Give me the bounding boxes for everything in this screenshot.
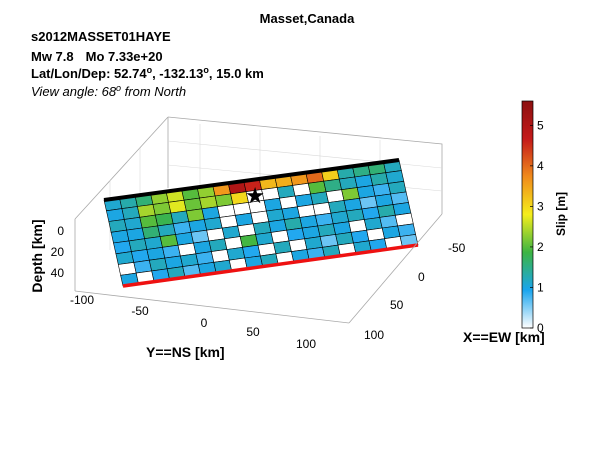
z-tick-label: 0 [57, 224, 64, 238]
hypocenter-star [246, 187, 264, 204]
y-tick-label: 0 [201, 316, 208, 330]
location-label: Lat/Lon/Dep: 52.74 [31, 66, 147, 81]
axes-box-front [74, 213, 443, 324]
y-tick-label: 100 [296, 337, 316, 351]
header-line-location: Lat/Lon/Dep: 52.74o, -132.13o, 15.0 km [31, 65, 264, 81]
colorbar [521, 100, 534, 329]
y-tick-label: -50 [131, 304, 149, 318]
dep-text: , 15.0 km [209, 66, 264, 81]
magnitude-text: Mw 7.8 [31, 49, 74, 64]
moment-text: Mo 7.33e+20 [86, 49, 163, 64]
header-line-magnitude: Mw 7.8 Mo 7.33e+20 [31, 49, 163, 64]
y-tick-label: 50 [246, 325, 260, 339]
colorbar-ticks: 0 1 2 3 4 5 [530, 118, 544, 335]
axis-ticks: -50 0 50 100 -100 -50 0 50 100 0 20 40 [51, 224, 466, 351]
colorbar-tick-label: 5 [537, 118, 544, 132]
hypocenter-marker [246, 187, 264, 204]
axes-box-back [74, 116, 443, 220]
event-id: s2012MASSET01HAYE [31, 29, 171, 44]
z-tick-label: 40 [51, 266, 65, 280]
fault-top-edge [103, 158, 400, 202]
y-tick-label: -100 [70, 293, 94, 307]
colorbar-tick-label: 2 [537, 240, 544, 254]
degree-symbol: o [116, 83, 121, 93]
fault-edges [103, 158, 419, 288]
x-tick-label: 50 [390, 298, 404, 312]
header-line-view: View angle: 68o from North [31, 83, 186, 99]
colorbar-tick-label: 1 [537, 280, 544, 294]
y-axis-label: Y==NS [km] [146, 344, 225, 360]
colorbar-tick-label: 3 [537, 199, 544, 213]
view-prefix: View angle: 68 [31, 84, 117, 99]
view-suffix: from North [121, 84, 186, 99]
colorbar-tick-label: 4 [537, 159, 544, 173]
x-tick-label: 100 [364, 328, 384, 342]
lon-text: , -132.13 [152, 66, 203, 81]
colorbar-tick-label: 0 [537, 321, 544, 335]
x-axis-label: X==EW [km] [463, 329, 545, 345]
grid-line [167, 140, 443, 169]
degree-symbol: o [147, 65, 153, 75]
z-tick-label: 20 [51, 245, 65, 259]
z-axis-label: Depth [km] [29, 219, 45, 292]
colorbar-label: Slip [m] [554, 192, 568, 236]
fault-bottom-edge [122, 243, 419, 288]
x-tick-label: 0 [418, 270, 425, 284]
x-tick-label: -50 [448, 241, 466, 255]
degree-symbol: o [203, 65, 209, 75]
chart-title: Masset,Canada [260, 11, 355, 26]
